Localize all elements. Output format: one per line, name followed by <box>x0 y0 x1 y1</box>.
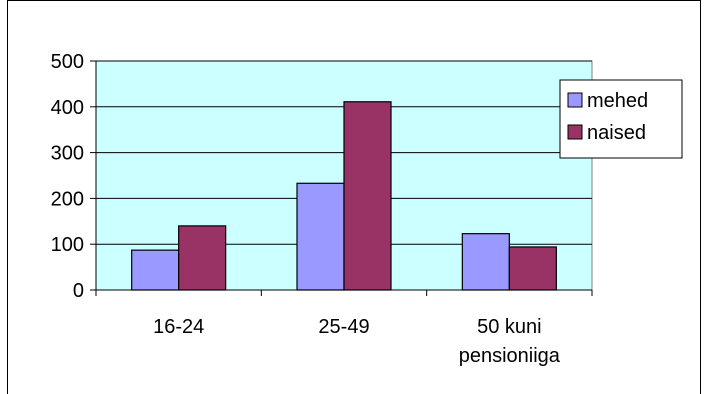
bar-mehed-3 <box>461 233 510 291</box>
legend <box>559 79 683 159</box>
y-tick-label: 200 <box>51 188 84 210</box>
x-tick-label: 50 kuni pensioniiga <box>459 316 561 367</box>
y-tick-label: 0 <box>73 280 84 302</box>
bar-naised-2 <box>343 101 392 291</box>
bar-naised-3 <box>508 246 557 291</box>
bar-naised-1 <box>178 225 227 291</box>
bar-mehed-2 <box>296 182 345 291</box>
y-tick-label: 300 <box>51 143 84 165</box>
chart-frame <box>7 0 701 394</box>
y-tick-label: 400 <box>51 97 84 119</box>
y-tick-label: 100 <box>51 234 84 256</box>
y-tick-label: 500 <box>51 51 84 73</box>
legend-swatch-naised <box>567 124 583 140</box>
legend-label-naised: naised <box>587 122 646 144</box>
legend-label-mehed: mehed <box>587 90 648 112</box>
x-tick-label: 25-49 <box>318 316 369 338</box>
x-tick-label: 16-24 <box>153 316 204 338</box>
legend-swatch-mehed <box>567 92 583 108</box>
bar-mehed-1 <box>131 249 180 291</box>
